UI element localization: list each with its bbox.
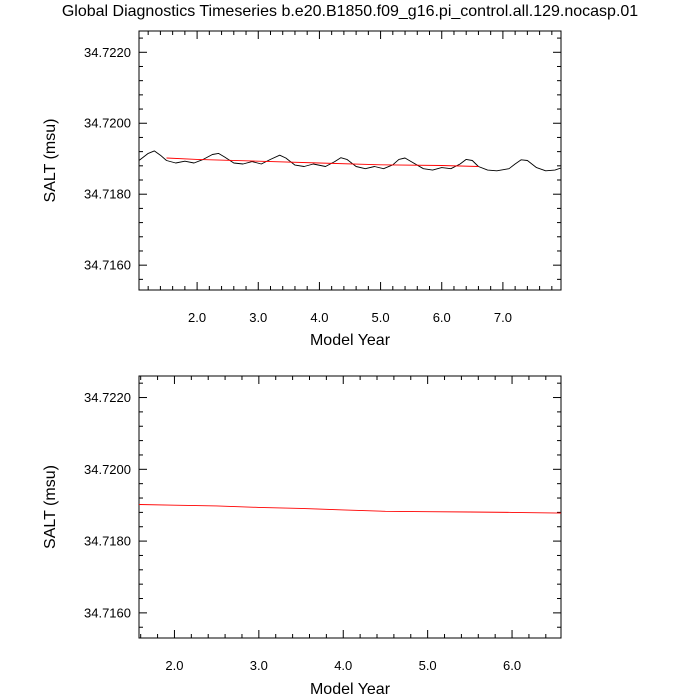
y-axis-label: SALT (msu) [42,465,59,549]
top-plot: 2.0 3.0 4.0 5.0 6.0 7.0 34.7160 34.7180 34.7200 3… [42,30,562,349]
plot-frame [138,375,562,639]
y-tick-label: 34.7180 [84,534,131,549]
y-tick-label: 34.7220 [84,45,131,60]
x-tick-label: 3.0 [249,310,267,325]
x-tick-label: 3.0 [250,658,268,673]
y-tick-label: 34.7160 [84,258,131,273]
x-tick-label: 5.0 [372,310,390,325]
series-line-0 [138,150,562,172]
x-tick-label: 2.0 [165,658,183,673]
y-tick-label: 34.7160 [84,605,131,620]
x-tick-label: 6.0 [433,310,451,325]
x-tick-label: 6.0 [503,658,521,673]
y-tick-label: 34.7200 [84,462,131,477]
x-axis-label: Model Year [310,332,391,349]
y-tick-label: 34.7200 [84,116,131,131]
y-tick-label: 34.7220 [84,390,131,405]
bottom-plot: 2.0 3.0 4.0 5.0 6.0 34.7160 34.7180 34.7200 34.7… [42,375,562,698]
x-axis-label: Model Year [310,681,391,698]
plot-frame [138,30,562,291]
x-tick-label: 2.0 [188,310,206,325]
figure-title: Global Diagnostics Timeseries b.e20.B185… [62,3,638,20]
y-axis-label: SALT (msu) [42,119,59,203]
series-line-1 [166,157,479,167]
x-tick-label: 4.0 [334,658,352,673]
x-tick-label: 5.0 [419,658,437,673]
y-tick-label: 34.7180 [84,187,131,202]
x-tick-label: 4.0 [310,310,328,325]
series-line-0 [138,504,562,514]
x-tick-label: 7.0 [494,310,512,325]
